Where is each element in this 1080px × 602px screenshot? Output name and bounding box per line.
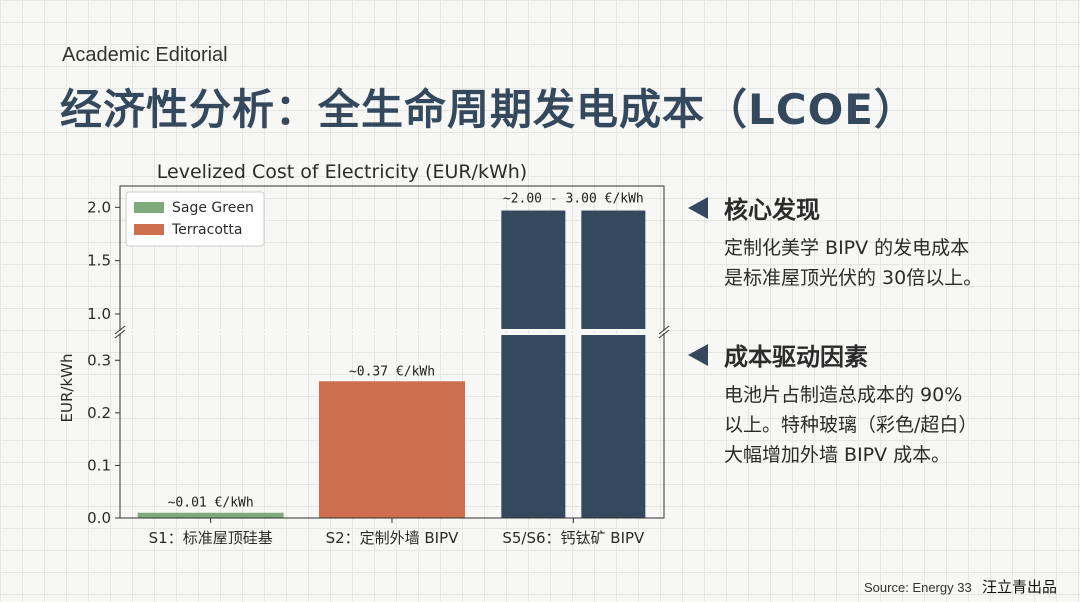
lcoe-bar-chart: Levelized Cost of Electricity (EUR/kWh) ~… [58,161,670,547]
chart-title: Levelized Cost of Electricity (EUR/kWh) [157,161,527,183]
finding-line: 是标准屋顶光伏的 30倍以上。 [724,267,983,289]
x-tick-label: S1：标准屋顶硅基 [149,529,273,547]
y-tick-label: 0.0 [87,509,111,527]
bar [319,381,465,518]
bar-lower-segment [501,334,566,518]
kicker: Academic Editorial [62,44,228,66]
y-tick-label: 0.2 [87,404,111,422]
y-tick-label: 0.3 [87,351,111,369]
finding-block-core: 核心发现 定制化美学 BIPV 的发电成本 是标准屋顶光伏的 30倍以上。 [688,190,1068,293]
finding-line: 定制化美学 BIPV 的发电成本 [724,237,970,259]
finding-title: 成本驱动因素 [724,343,868,371]
legend-entry: Terracotta [171,222,242,238]
x-tick-label: S2：定制外墙 BIPV [326,529,460,547]
finding-line: 电池片占制造总成本的 90% [724,384,963,406]
y-tick-label: 2.0 [87,198,111,216]
bar [137,512,284,518]
y-tick-label: 0.1 [87,456,111,474]
x-tick-label: S5/S6：钙钛矿 BIPV [502,529,645,547]
triangle-marker-icon [688,196,708,219]
finding-title: 核心发现 [724,196,820,224]
source-note: Source: Energy 33 [864,580,972,595]
legend-entry: Sage Green [172,200,254,216]
bar-lower-segment [581,334,646,518]
finding-block-drivers: 成本驱动因素 电池片占制造总成本的 90% 以上。特种玻璃（彩色/超白） 大幅增… [688,337,1068,470]
bar-data-label: ~0.01 €/kWh [168,496,254,511]
triangle-marker-icon [688,343,708,366]
finding-line: 大幅增加外墙 BIPV 成本。 [724,444,951,466]
legend-swatch [134,224,164,235]
bar [501,210,566,330]
axis-break-mark [114,329,126,339]
axis-break-mark [114,325,126,335]
findings-panel: 核心发现 定制化美学 BIPV 的发电成本 是标准屋顶光伏的 30倍以上。 成本… [688,190,1068,496]
y-tick-label: 1.5 [87,252,111,270]
brand-credit: 汪立青出品 [982,578,1058,596]
axis-break-mark [658,329,670,339]
bar-data-label: ~0.37 €/kWh [349,364,435,379]
bar [581,210,646,330]
finding-line: 以上。特种玻璃（彩色/超白） [724,414,978,436]
axis-break-mark [658,325,670,335]
y-tick-label: 1.0 [87,305,111,323]
bar-data-label: ~2.00 - 3.00 €/kWh [503,192,644,207]
page-title: 经济性分析：全生命周期发电成本（LCOE） [60,85,917,134]
y-axis-label: EUR/kWh [58,354,76,423]
legend-swatch [134,202,164,213]
